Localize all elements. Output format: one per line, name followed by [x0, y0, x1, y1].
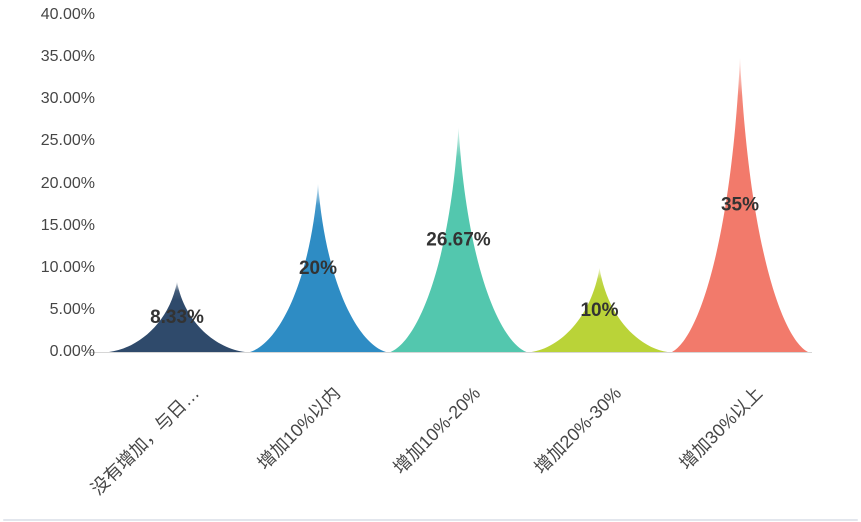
value-label-0: 8.33%	[150, 307, 204, 328]
y-tick-label-7: 5.00%	[49, 300, 95, 318]
peak-mark-1[interactable]	[250, 183, 386, 353]
peak-mark-3[interactable]	[531, 267, 668, 352]
peak-mark-0[interactable]	[109, 281, 245, 352]
value-label-3: 10%	[580, 300, 618, 321]
peak-mark-2[interactable]	[390, 127, 527, 352]
y-tick-label-1: 35.00%	[40, 48, 95, 66]
value-label-2: 26.67%	[426, 230, 491, 251]
y-tick-label-4: 20.00%	[40, 174, 95, 192]
y-axis: 40.00% 35.00% 30.00% 25.00% 20.00% 15.00% 10.0…	[0, 0, 95, 522]
card-bottom-edge	[3, 519, 858, 521]
y-tick-label-2: 30.00%	[40, 90, 95, 108]
value-label-1: 20%	[299, 258, 337, 279]
y-tick-label-5: 15.00%	[40, 216, 95, 234]
peak-mark-4[interactable]	[672, 57, 808, 352]
y-tick-label-3: 25.00%	[40, 132, 95, 150]
value-label-4: 35%	[721, 195, 759, 216]
y-tick-label-6: 10.00%	[40, 258, 95, 276]
y-tick-label-8: 0.00%	[49, 343, 95, 360]
y-tick-label-0: 40.00%	[40, 6, 95, 23]
